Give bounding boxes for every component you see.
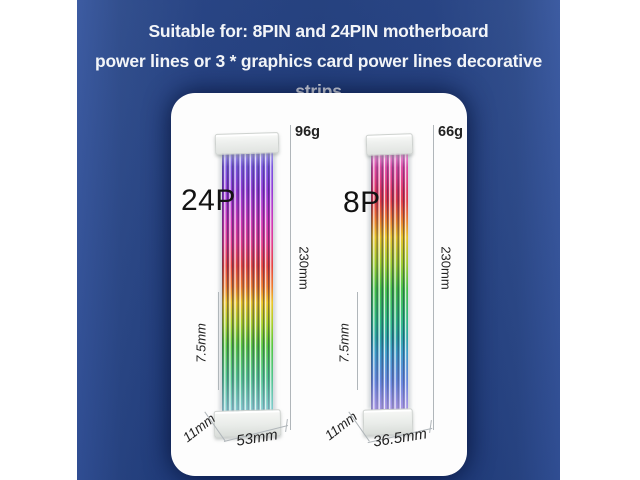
length-dim-line-8p bbox=[433, 125, 435, 430]
length-label-24p: 230mm bbox=[296, 246, 312, 290]
weight-label-24p: 96g bbox=[295, 124, 320, 140]
rgb-strip-8p bbox=[371, 152, 408, 410]
top-cap-24p bbox=[214, 132, 280, 155]
length-dim-line-24p bbox=[290, 125, 292, 430]
banner-title: Suitable for: 8PIN and 24PIN motherboard… bbox=[77, 16, 560, 106]
rgb-strip-24p bbox=[222, 151, 273, 412]
pitch-label-24p: 7.5mm bbox=[193, 323, 209, 363]
top-cap-8p bbox=[365, 133, 414, 156]
banner-title-line1: Suitable for: 8PIN and 24PIN motherboard bbox=[148, 21, 489, 41]
pitch-dim-line-24p bbox=[218, 292, 220, 390]
length-label-8p: 230mm bbox=[438, 246, 454, 290]
pitch-label-8p: 7.5mm bbox=[336, 323, 352, 363]
product-label-24p: 24P bbox=[181, 184, 236, 217]
product-label-8p: 8P bbox=[343, 186, 381, 219]
weight-label-8p: 66g bbox=[438, 124, 463, 140]
pitch-dim-line-8p bbox=[357, 292, 359, 390]
